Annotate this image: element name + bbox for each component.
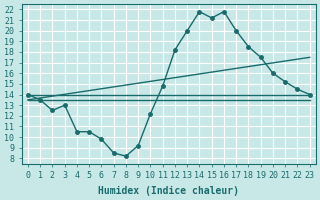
X-axis label: Humidex (Indice chaleur): Humidex (Indice chaleur)	[98, 186, 239, 196]
